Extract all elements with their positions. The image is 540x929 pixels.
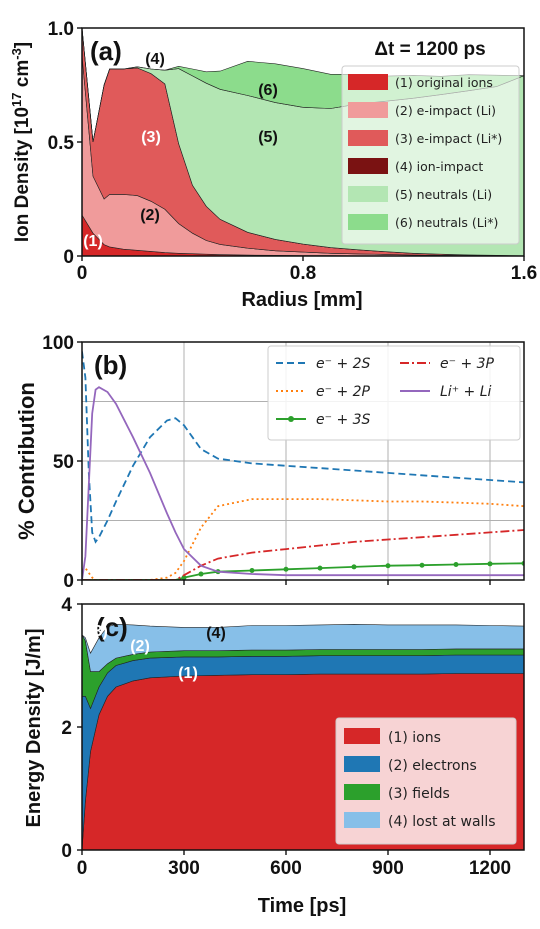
x-tick-label: 1200	[469, 858, 511, 879]
x-tick-label: 1.6	[511, 263, 537, 284]
region-label: (4)	[206, 625, 226, 642]
region-label: (5)	[258, 129, 278, 146]
region-label: (1)	[83, 233, 103, 250]
series-marker	[283, 566, 289, 572]
legend-entry: (2) electrons	[388, 758, 477, 774]
region-label: (3)	[141, 129, 161, 146]
y-tick-label: 2	[61, 718, 72, 739]
y-axis-label-sup: 17	[9, 93, 24, 107]
legend-entry: e⁻ + 3S	[316, 412, 371, 428]
y-tick-label: 1.0	[48, 19, 74, 40]
series-marker	[487, 561, 493, 567]
series-marker	[198, 571, 204, 577]
region-label: (6)	[258, 82, 278, 99]
x-tick-label: 900	[372, 858, 404, 879]
y-tick-label: 0.5	[48, 133, 75, 154]
y-axis-label-part: ]	[12, 42, 33, 48]
legend-entry: Li⁺ + Li	[440, 384, 492, 400]
legend-entry: e⁻ + 2P	[316, 384, 371, 400]
legend-entry: (6) neutrals (Li*)	[395, 215, 498, 230]
panel-label: (b)	[94, 350, 127, 380]
line-series-3	[82, 562, 524, 580]
y-tick-label: 4	[61, 595, 72, 616]
x-tick-label: 0	[77, 263, 88, 284]
y-tick-label: 0	[61, 841, 72, 862]
y-tick-label: 100	[42, 333, 74, 354]
x-axis-label: Radius [mm]	[241, 289, 362, 311]
area-series-4	[82, 623, 524, 672]
panel-annotation: Δt = 1200 ps	[374, 39, 485, 60]
region-label: (1)	[178, 665, 198, 682]
legend-box	[335, 717, 517, 845]
x-axis-label: Time [ps]	[258, 895, 347, 917]
region-label: (4)	[145, 51, 165, 68]
legend-swatch	[344, 756, 380, 772]
legend-swatch	[348, 102, 388, 118]
legend-swatch	[344, 812, 380, 828]
legend-entry: (1) ions	[388, 730, 441, 746]
legend-entry: (4) lost at walls	[388, 814, 496, 830]
legend-entry: (2) e-impact (Li)	[395, 103, 496, 118]
region-label: (2)	[140, 207, 160, 224]
legend-box	[267, 345, 521, 441]
legend-swatch	[348, 74, 388, 90]
line-series-1	[82, 351, 524, 544]
legend: e⁻ + 2S e⁻ + 2P e⁻ + 3S e⁻ + 3P Li⁺ + Li	[267, 345, 521, 441]
series-marker	[317, 565, 323, 571]
series-marker	[249, 567, 255, 573]
legend-swatch	[344, 784, 380, 800]
lines-group-1	[82, 351, 524, 580]
y-axis-label: Energy Density [J/m]	[23, 629, 45, 828]
legend-entry: e⁻ + 2S	[316, 356, 371, 372]
series-marker	[351, 564, 357, 570]
series-marker	[419, 562, 425, 568]
x-tick-label: 300	[168, 858, 200, 879]
legend-entry: (3) e-impact (Li*)	[395, 131, 502, 146]
region-label: (3)	[88, 623, 108, 640]
region-label: (2)	[130, 638, 150, 655]
legend: (1) ions (2) electrons (3) fields (4) lost …	[335, 717, 517, 845]
legend-entry: e⁻ + 3P	[440, 356, 495, 372]
x-tick-label: 0	[77, 858, 88, 879]
series-marker	[181, 575, 187, 580]
line-series-5	[82, 386, 524, 580]
legend-entry: (3) fields	[388, 786, 450, 802]
y-tick-label: 0	[63, 571, 74, 592]
legend-swatch	[344, 728, 380, 744]
panel-label: (a)	[90, 36, 122, 66]
legend-entry: (1) original ions	[395, 75, 493, 90]
y-axis-label-part: cm	[12, 60, 33, 93]
y-tick-label: 50	[53, 452, 74, 473]
legend-swatch	[348, 214, 388, 230]
legend-entry: (4) ion-impact	[395, 159, 483, 174]
x-tick-label: 600	[270, 858, 302, 879]
legend-marker	[288, 416, 294, 422]
series-marker	[385, 563, 391, 569]
legend-swatch	[348, 186, 388, 202]
legend-entry: (5) neutrals (Li)	[395, 187, 492, 202]
area-series-6	[82, 28, 524, 143]
legend: (1) original ions (2) e-impact (Li) (3) e-…	[341, 65, 520, 245]
line-series-4	[82, 529, 524, 580]
y-axis-label: Ion Density [1017 cm-3]	[9, 42, 33, 242]
panel-label: (c)	[96, 612, 128, 642]
y-axis-label-sup: -3	[9, 48, 24, 60]
y-axis-label: % Contribution	[14, 382, 39, 540]
x-tick-label: 0.8	[290, 263, 316, 284]
legend-swatch	[348, 158, 388, 174]
legend-swatch	[348, 130, 388, 146]
y-tick-label: 0	[63, 247, 74, 268]
series-marker	[453, 562, 459, 568]
